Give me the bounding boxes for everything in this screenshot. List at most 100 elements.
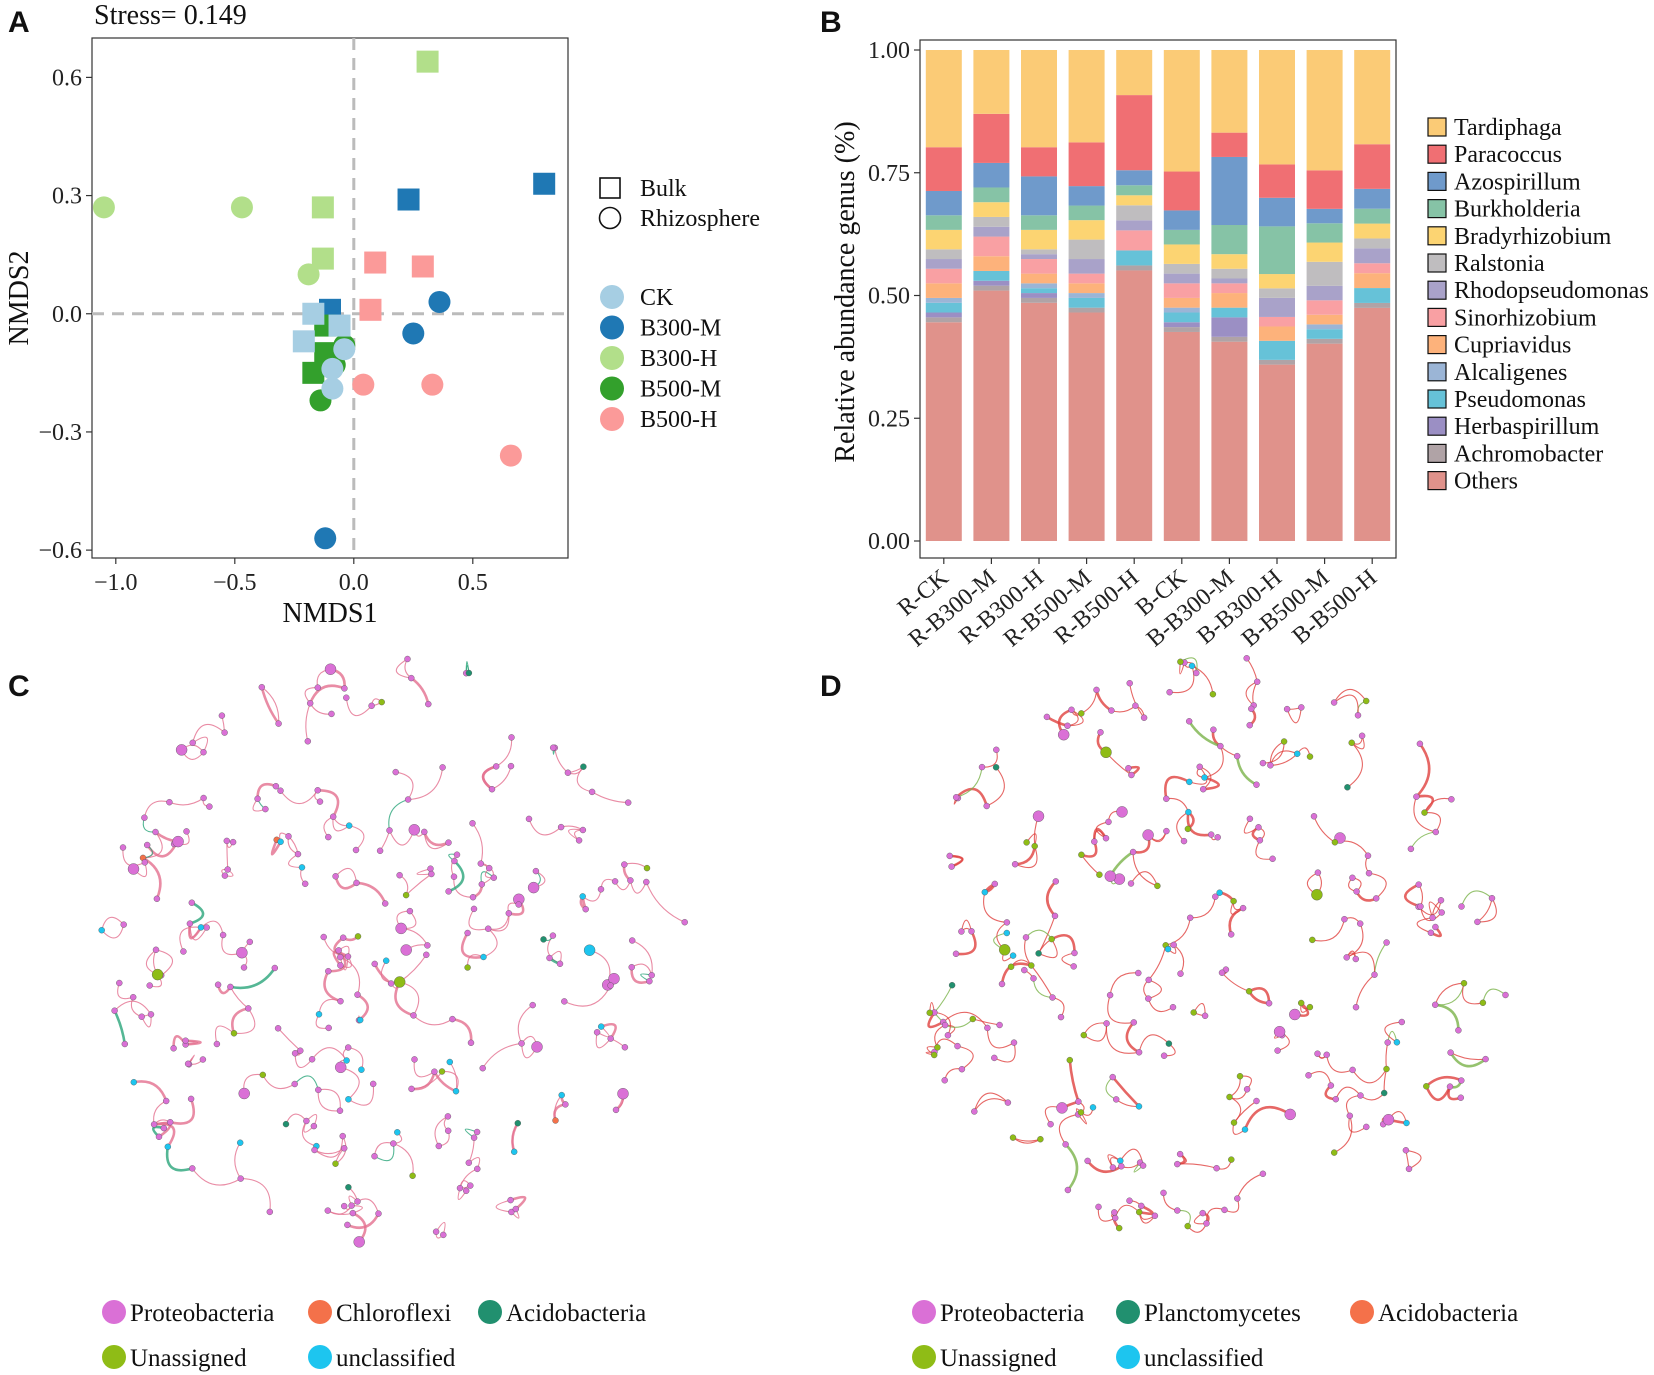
network-edge [327, 1210, 353, 1215]
network-edge [423, 831, 449, 850]
network-node [238, 1087, 250, 1100]
network-edge [435, 1222, 446, 1236]
bar-segment [1354, 307, 1391, 541]
bar-segment [1354, 144, 1391, 189]
network-node [1116, 806, 1128, 818]
network-node [992, 764, 1000, 771]
network-node [221, 872, 229, 879]
network-edge [114, 1000, 152, 1015]
bar-segment [1163, 297, 1200, 308]
network-node [597, 886, 605, 893]
legend-label: Herbaspirillum [1454, 414, 1600, 440]
network-node [1048, 935, 1055, 943]
network-edge [468, 908, 489, 931]
network-node [335, 947, 342, 954]
network-node [1432, 923, 1439, 931]
network-edge [1419, 906, 1443, 922]
network-edge [1125, 1021, 1140, 1054]
network-legend-label: Acidobacteria [1378, 1300, 1518, 1327]
network-legend-swatch [1116, 1300, 1140, 1324]
bar-segment [1163, 244, 1200, 264]
network-edge [1347, 742, 1363, 788]
network-edge [185, 1039, 202, 1046]
network-edge [317, 1089, 341, 1112]
bar-segment [1116, 195, 1153, 206]
bar-segment [1354, 50, 1391, 145]
network-node [445, 1127, 452, 1135]
bar-segment [1068, 259, 1105, 274]
bar-segment [1306, 285, 1343, 301]
network-node [348, 1202, 355, 1209]
network-edge [1015, 845, 1036, 866]
network-node [439, 764, 446, 771]
legend-swatch [1427, 117, 1447, 137]
network-node [1103, 1020, 1110, 1027]
data-point-square [311, 247, 334, 270]
network-node [518, 1040, 525, 1047]
network-node [1256, 837, 1264, 844]
network-edge [1147, 998, 1174, 1013]
panel-label-c: C [8, 670, 30, 703]
bar-segment [925, 249, 962, 260]
group-legend-label: CK [640, 285, 674, 311]
network-edge [1111, 705, 1136, 713]
network-edge [323, 970, 341, 1003]
network-edge [1014, 845, 1038, 869]
network-node [1343, 954, 1350, 961]
network-node [954, 1042, 961, 1050]
network-edge [549, 950, 562, 964]
network-node [152, 828, 159, 836]
network-edge [388, 798, 409, 831]
network-node [561, 998, 568, 1005]
network-node [236, 947, 248, 959]
bar-segment [1021, 283, 1057, 289]
network-node [1380, 1089, 1388, 1097]
network-edge [240, 1178, 271, 1212]
network-edge [595, 1032, 612, 1049]
y-tick-label: 0.0 [52, 302, 82, 328]
network-edge [472, 822, 484, 864]
network-node [1243, 655, 1250, 662]
network-node [1068, 706, 1075, 713]
network-edge [441, 1070, 459, 1092]
bar-segment [1068, 307, 1105, 313]
network-node [931, 1051, 938, 1059]
network-node [546, 954, 553, 962]
network-edge [1046, 715, 1068, 728]
network-edge [1083, 1022, 1107, 1036]
network-edge [1067, 709, 1084, 727]
network-node [282, 1120, 290, 1128]
network-edge [345, 697, 373, 717]
legend-label: Ralstonia [1454, 251, 1545, 277]
network-node [1357, 1092, 1364, 1099]
network-node [969, 1015, 976, 1023]
bar-segment [973, 236, 1010, 257]
legend-label: Pseudomonas [1454, 387, 1586, 413]
network-edge [1095, 821, 1109, 839]
network-edge [464, 1128, 478, 1139]
network-edge [1068, 1059, 1080, 1103]
network-node [143, 841, 151, 849]
bar-segment [1211, 341, 1248, 541]
network-node [245, 1005, 252, 1012]
network-node [1109, 1073, 1116, 1081]
network-node [354, 1198, 361, 1205]
network-node [514, 1119, 521, 1127]
network-node [1246, 815, 1254, 822]
bar-segment [1068, 273, 1105, 284]
bar-segment [973, 256, 1010, 271]
network-node [187, 1095, 195, 1103]
network-node [449, 1015, 456, 1023]
bar-segment [925, 317, 962, 323]
network-edge [374, 1143, 395, 1162]
network-node [1188, 662, 1196, 670]
network-node [1135, 969, 1142, 977]
network-edge [1346, 1094, 1361, 1117]
bar-segment [925, 190, 962, 216]
network-node [1064, 1186, 1072, 1194]
bar-segment [1211, 307, 1248, 318]
network-node [958, 1065, 966, 1073]
group-legend: CK B300-M B300-H B500-M B500-H [600, 285, 721, 433]
network-node [629, 937, 636, 944]
network-node [643, 864, 651, 872]
